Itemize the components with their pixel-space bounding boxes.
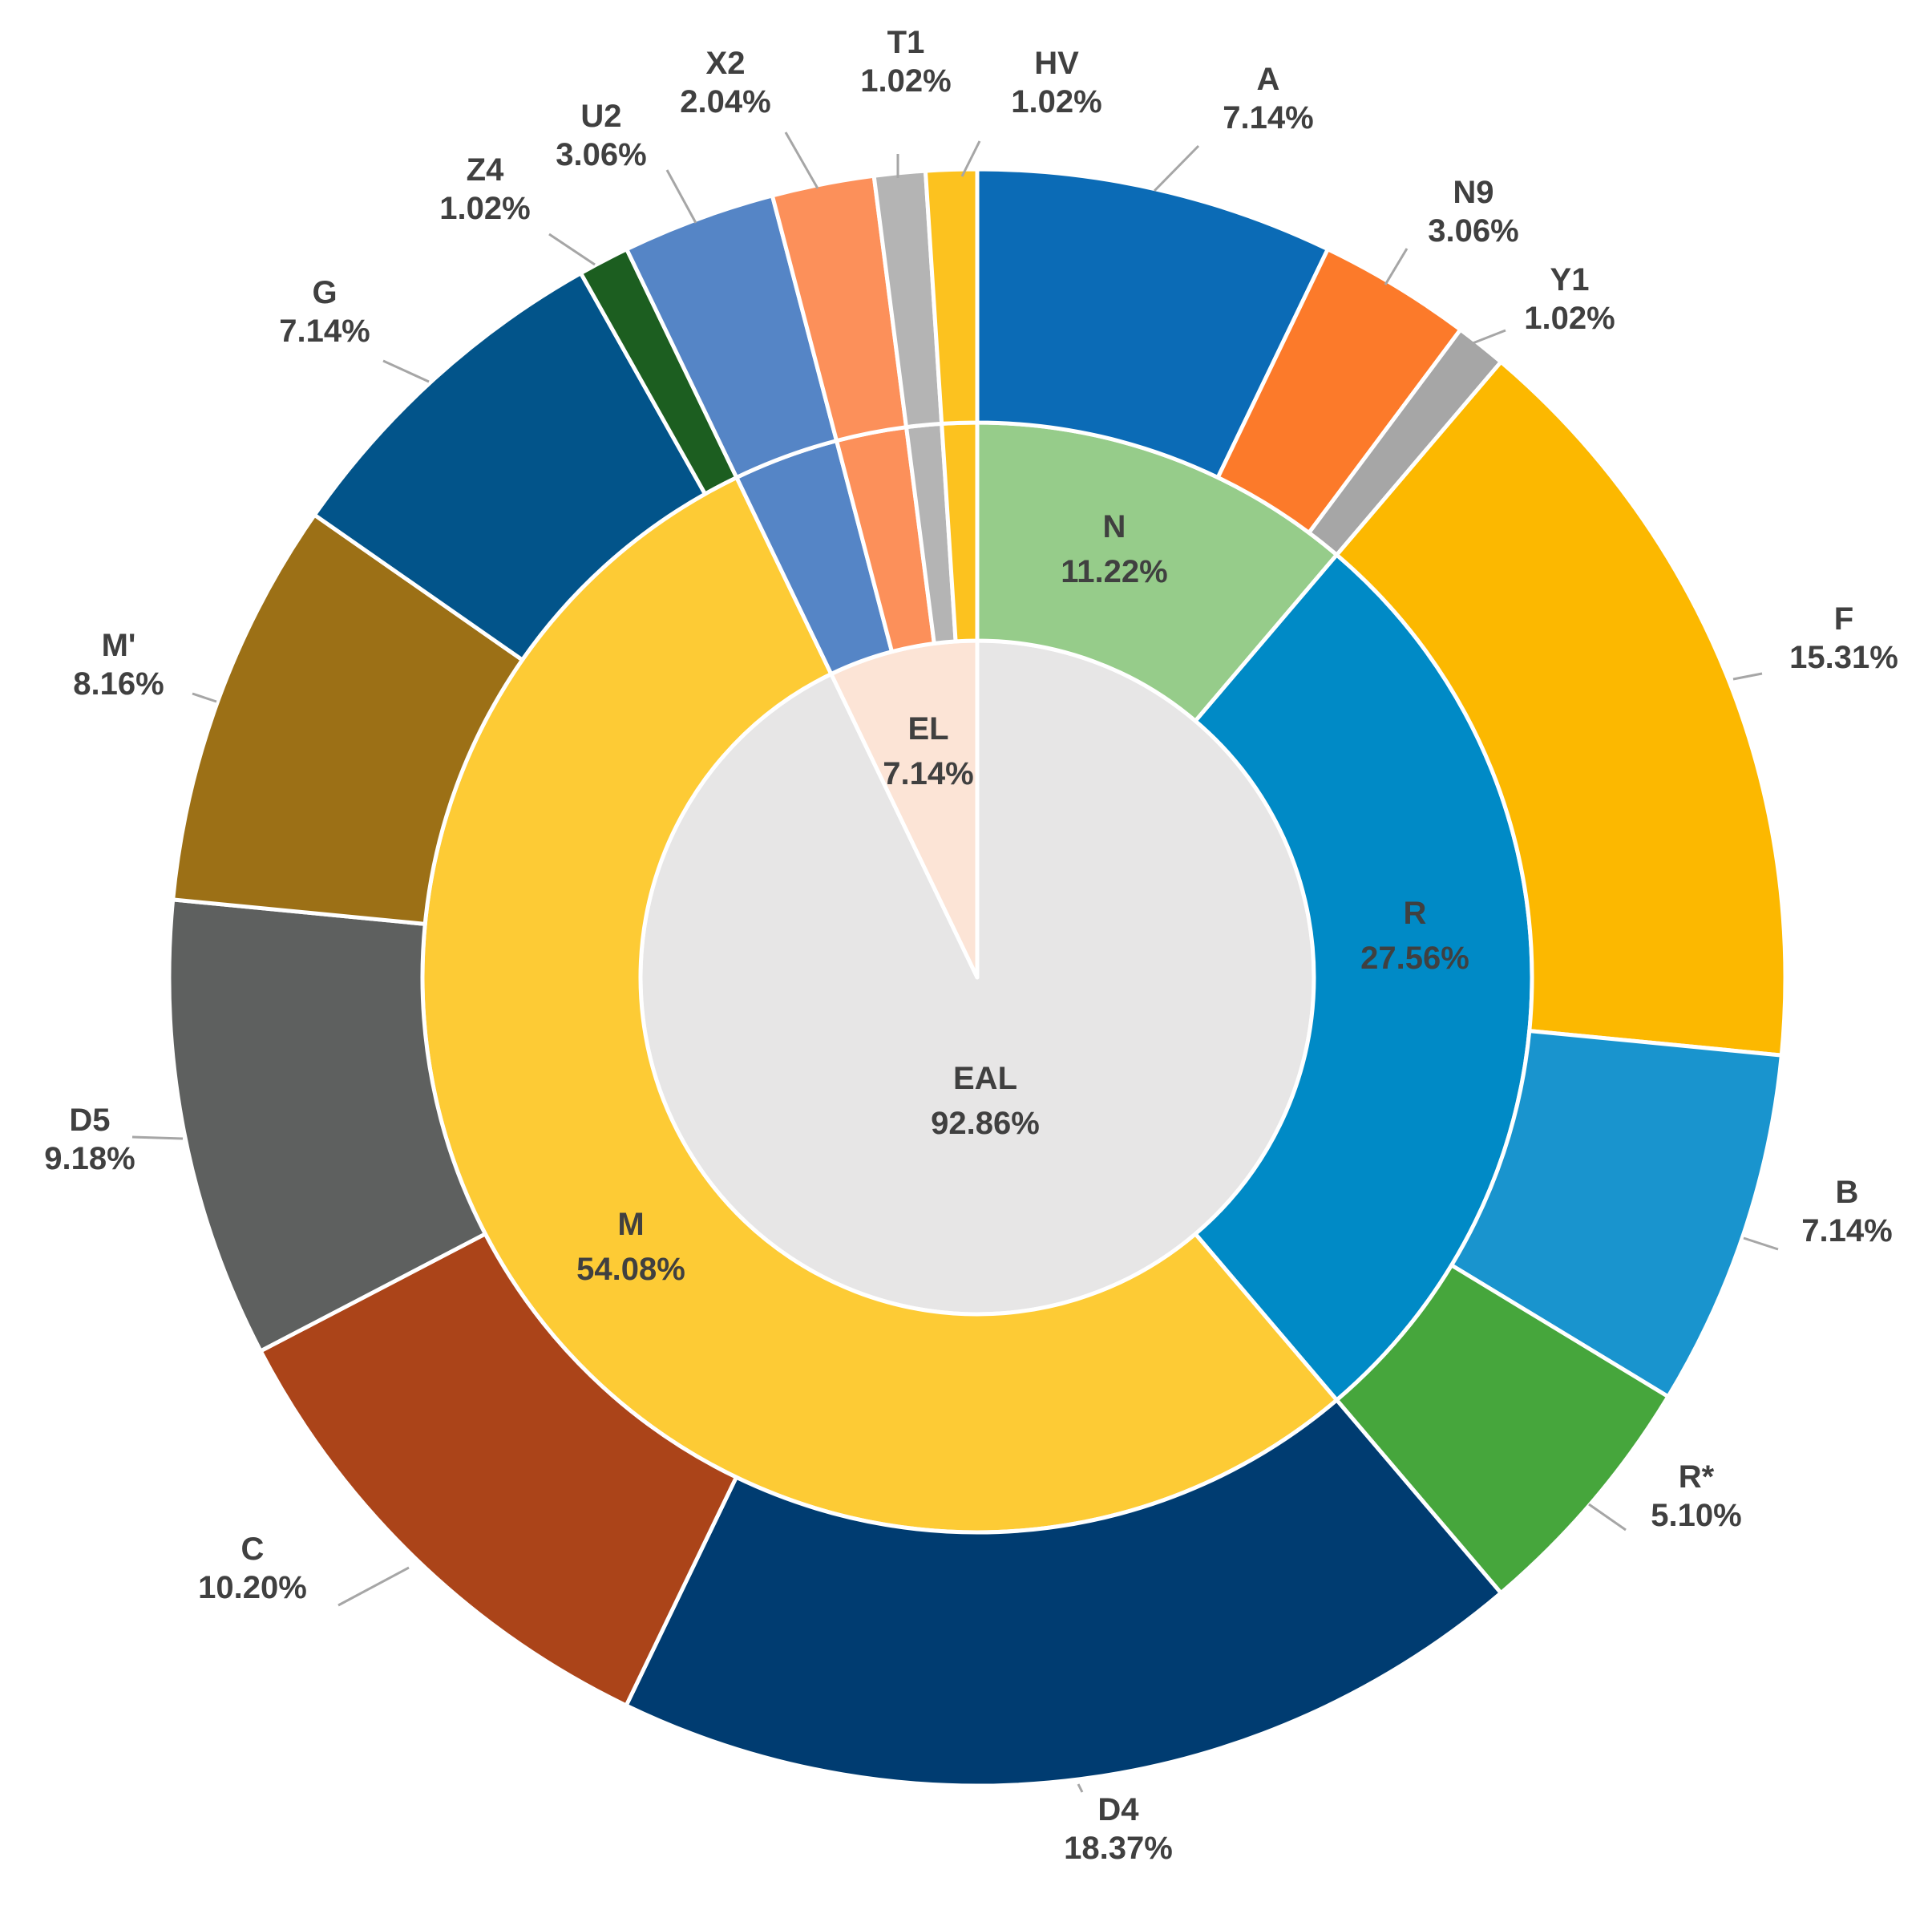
- slice-outer-hv: [923, 167, 980, 426]
- leader-line-d4: [1077, 1783, 1084, 1793]
- value-label-r: 27.56%: [1360, 941, 1469, 976]
- value-label-m-prime: 8.16%: [73, 666, 164, 702]
- leader-line-d5: [131, 1135, 184, 1140]
- label-g: G: [312, 275, 337, 310]
- leader-line-x2: [784, 132, 819, 189]
- value-label-n9: 3.06%: [1428, 213, 1518, 249]
- label-d5: D5: [69, 1103, 110, 1138]
- leader-line-y1: [1468, 329, 1506, 346]
- value-label-t1: 1.02%: [860, 63, 951, 99]
- value-label-b: 7.14%: [1801, 1213, 1892, 1248]
- leader-line-c: [337, 1566, 410, 1607]
- labels-layer: EAL92.86%EL7.14%N11.22%R27.56%M54.08%A7.…: [44, 25, 1898, 1866]
- leader-line-f: [1732, 672, 1763, 681]
- label-x2: X2: [706, 46, 746, 81]
- label-d4: D4: [1097, 1792, 1139, 1827]
- value-label-hv: 1.02%: [1011, 84, 1101, 119]
- label-el: EL: [907, 711, 948, 747]
- value-label-n: 11.22%: [1061, 554, 1167, 589]
- label-r: R: [1404, 896, 1427, 931]
- value-label-f: 15.31%: [1789, 640, 1898, 675]
- label-y1: Y1: [1550, 262, 1590, 297]
- value-label-eal: 92.86%: [931, 1106, 1040, 1141]
- leader-line-b: [1743, 1236, 1779, 1251]
- label-b: B: [1836, 1175, 1859, 1210]
- value-label-g: 7.14%: [279, 314, 370, 349]
- leader-line-r-star: [1588, 1503, 1627, 1532]
- value-label-d5: 9.18%: [44, 1141, 135, 1176]
- leader-line-hv: [960, 140, 981, 177]
- value-label-u2: 3.06%: [556, 137, 646, 172]
- value-label-el: 7.14%: [883, 756, 973, 791]
- value-label-d4: 18.37%: [1064, 1831, 1173, 1866]
- label-t1: T1: [887, 25, 925, 60]
- leader-line-z4: [548, 233, 596, 266]
- label-n: N: [1103, 509, 1126, 544]
- value-label-m: 54.08%: [576, 1252, 685, 1287]
- label-c: C: [241, 1532, 265, 1567]
- value-label-x2: 2.04%: [680, 84, 770, 119]
- slice-outer-d4: [624, 1398, 1503, 1788]
- label-hv: HV: [1034, 46, 1079, 81]
- label-f: F: [1834, 601, 1853, 637]
- label-m-prime: M': [102, 628, 136, 663]
- leader-line-u2: [665, 169, 697, 224]
- leader-line-a: [1153, 144, 1200, 192]
- value-label-z4: 1.02%: [439, 191, 530, 226]
- leader-lines-layer: [131, 132, 1779, 1793]
- value-label-c: 10.20%: [198, 1570, 307, 1605]
- label-a: A: [1257, 62, 1280, 97]
- leader-line-m-prime: [192, 692, 217, 703]
- label-r-star: R*: [1679, 1459, 1715, 1495]
- leader-line-g: [382, 359, 430, 383]
- label-n9: N9: [1453, 175, 1493, 210]
- label-u2: U2: [580, 99, 621, 134]
- value-label-r-star: 5.10%: [1651, 1498, 1741, 1533]
- label-z4: Z4: [467, 152, 504, 188]
- value-label-y1: 1.02%: [1524, 301, 1615, 336]
- slice-outer-f: [1335, 359, 1788, 1058]
- value-label-a: 7.14%: [1223, 100, 1313, 136]
- label-m: M: [617, 1207, 644, 1242]
- slices-layer: [167, 167, 1788, 1788]
- leader-line-n9: [1384, 248, 1409, 285]
- label-eal: EAL: [953, 1061, 1017, 1096]
